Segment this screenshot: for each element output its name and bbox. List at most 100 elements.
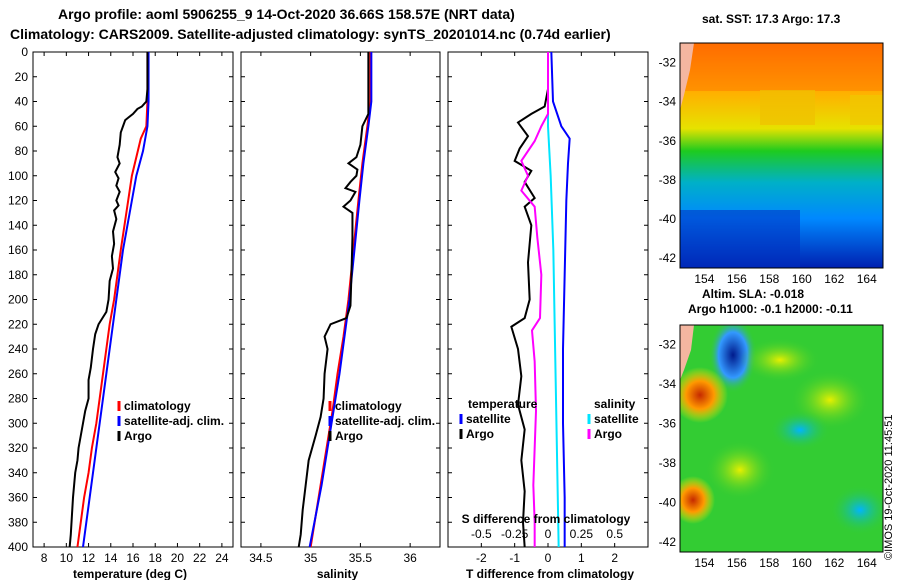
x-tick-label: 0	[545, 551, 552, 565]
x-tick-label: 16	[126, 551, 140, 565]
y-tick-label: 220	[8, 317, 28, 331]
y-tick-label: 120	[8, 194, 28, 208]
y-tick-label: 200	[8, 293, 28, 307]
legend-entry-label: satellite-adj. clim.	[124, 414, 224, 428]
y-tick-label: 180	[8, 268, 28, 282]
sla-lon-label: 162	[824, 556, 844, 570]
sla-map-title: Altim. SLA: -0.018	[702, 287, 805, 301]
x-tick-label: 14	[104, 551, 118, 565]
y-tick-label: 160	[8, 243, 28, 257]
sla-lon-label: 156	[727, 556, 747, 570]
legend-entry-label: Argo	[466, 427, 494, 441]
salinity-panel	[240, 51, 441, 548]
sla-lat-label: -40	[659, 496, 677, 510]
x-tick-label: 2	[611, 551, 618, 565]
sla-lat-label: -42	[659, 535, 677, 549]
sst-map-title: sat. SST: 17.3 Argo: 17.3	[702, 12, 841, 26]
y-tick-label: 40	[15, 95, 29, 109]
x-axis-label: T difference from climatology	[466, 567, 634, 580]
x-tick-label: 22	[193, 551, 207, 565]
sst-lon-label: 162	[824, 272, 844, 286]
y-tick-label: 320	[8, 441, 28, 455]
legend-entry-label: satellite	[594, 412, 639, 426]
sst-lat-label: -36	[659, 134, 677, 148]
x2-tick-label: -0.5	[471, 527, 492, 541]
sst-lon-label: 164	[857, 272, 877, 286]
header-line2: Climatology: CARS2009. Satellite-adjuste…	[10, 26, 611, 42]
series-line	[550, 51, 571, 547]
y-tick-label: 20	[15, 70, 29, 84]
sla-lat-label: -34	[659, 377, 677, 391]
y-tick-label: 400	[8, 540, 28, 554]
imos-credit: ©IMOS 19-Oct-2020 11:45:51	[883, 414, 895, 560]
temperature-panel	[32, 51, 234, 548]
y-tick-label: 140	[8, 218, 28, 232]
legend-entry-label: Argo	[124, 429, 152, 443]
sst-lon-label: 160	[792, 272, 812, 286]
x-tick-label: 20	[171, 551, 185, 565]
legend-title: salinity	[594, 397, 636, 411]
x-tick-label: 1	[578, 551, 585, 565]
legend-title: temperature	[468, 397, 538, 411]
sla-map	[680, 325, 883, 552]
y-tick-label: 280	[8, 392, 28, 406]
x-tick-label: 35.5	[349, 551, 373, 565]
y-tick-label: 300	[8, 416, 28, 430]
y-tick-label: 60	[15, 119, 29, 133]
sst-lon-label: 156	[727, 272, 747, 286]
legend-entry-label: satellite	[466, 412, 511, 426]
x-tick-label: 8	[41, 551, 48, 565]
sla-map-subtitle: Argo h1000: -0.1 h2000: -0.11	[688, 302, 853, 316]
y-tick-label: 240	[8, 342, 28, 356]
x2-tick-label: -0.25	[501, 527, 529, 541]
sst-lat-label: -38	[659, 173, 677, 187]
y-tick-label: 360	[8, 491, 28, 505]
legend-entry-label: satellite-adj. clim.	[335, 414, 435, 428]
sla-lat-label: -38	[659, 456, 677, 470]
y-tick-label: 100	[8, 169, 28, 183]
legend-entry-label: climatology	[335, 399, 402, 413]
x-tick-label: 34.5	[249, 551, 273, 565]
sla-lon-label: 164	[857, 556, 877, 570]
x-tick-label: 18	[149, 551, 163, 565]
x-tick-label: 10	[60, 551, 74, 565]
x-tick-label: -1	[509, 551, 520, 565]
x2-tick-label: 0.25	[570, 527, 594, 541]
sst-lat-label: -32	[659, 56, 677, 70]
sst-lat-label: -40	[659, 212, 677, 226]
x-tick-label: 36	[403, 551, 417, 565]
sst-lat-label: -34	[659, 95, 677, 109]
sla-lon-label: 160	[792, 556, 812, 570]
x-tick-label: 12	[82, 551, 96, 565]
x2-tick-label: 0.5	[606, 527, 623, 541]
x-axis-label: salinity	[317, 567, 359, 580]
sla-lat-label: -36	[659, 417, 677, 431]
x-tick-label: -2	[476, 551, 487, 565]
series-line	[520, 52, 549, 547]
series-line	[68, 52, 149, 548]
y-tick-label: 380	[8, 515, 28, 529]
y-tick-label: 260	[8, 367, 28, 381]
sla-lat-label: -32	[659, 338, 677, 352]
series-line	[297, 52, 370, 548]
y-tick-label: 0	[21, 45, 28, 59]
sst-lon-label: 154	[694, 272, 714, 286]
x-tick-label: 24	[215, 551, 229, 565]
sst-lon-label: 158	[759, 272, 779, 286]
y-tick-label: 80	[15, 144, 29, 158]
series-line	[76, 52, 149, 548]
legend-entry-label: climatology	[124, 399, 191, 413]
legend-entry-label: Argo	[594, 427, 622, 441]
sla-lon-label: 154	[694, 556, 714, 570]
series-line	[510, 52, 549, 548]
header-line1: Argo profile: aoml 5906255_9 14-Oct-2020…	[58, 6, 515, 22]
sla-lon-label: 158	[759, 556, 779, 570]
series-line	[547, 52, 560, 548]
sst-map	[680, 43, 883, 268]
sst-lat-label: -42	[659, 251, 677, 265]
x-tick-label: 35	[304, 551, 318, 565]
legend-entry-label: Argo	[335, 429, 363, 443]
y-tick-label: 340	[8, 466, 28, 480]
x2-axis-label: S difference from climatology	[462, 512, 631, 526]
